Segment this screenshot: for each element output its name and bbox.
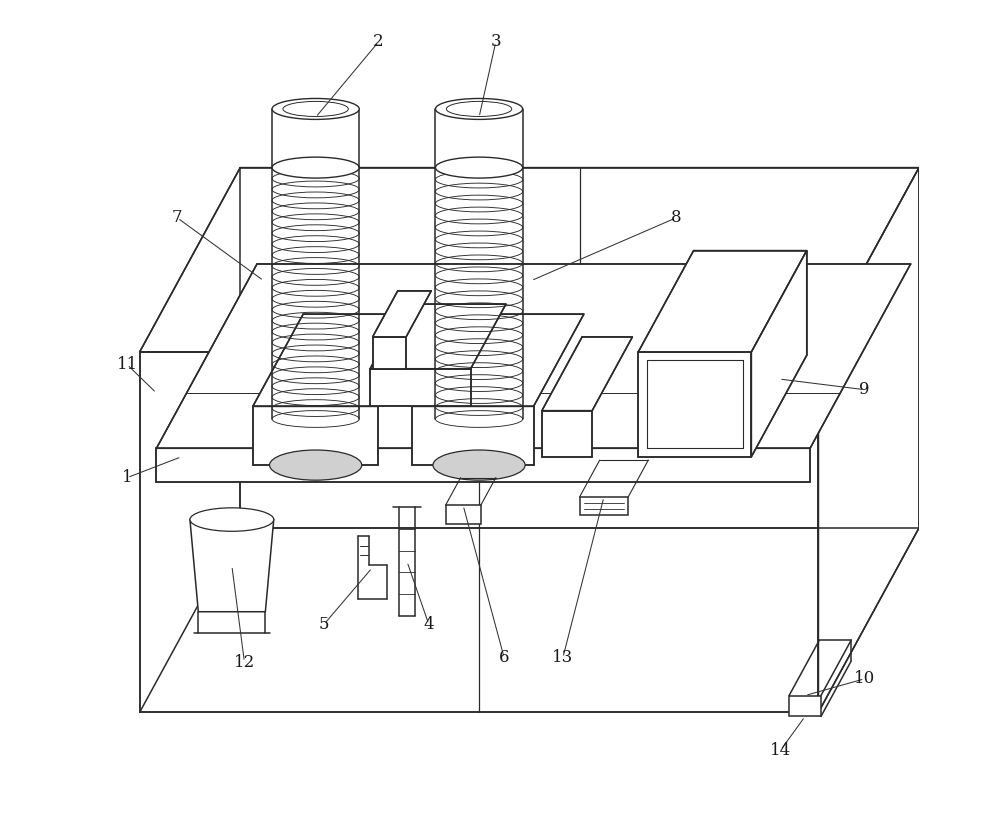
Text: 4: 4 [423, 616, 434, 633]
Polygon shape [412, 406, 534, 465]
Polygon shape [140, 168, 919, 352]
Ellipse shape [435, 98, 523, 119]
Polygon shape [253, 406, 378, 465]
Ellipse shape [435, 158, 523, 178]
Ellipse shape [433, 450, 525, 480]
Text: 7: 7 [172, 210, 183, 226]
Polygon shape [156, 264, 911, 448]
Polygon shape [818, 168, 919, 712]
Text: 12: 12 [234, 654, 255, 670]
Polygon shape [638, 251, 807, 352]
Text: 5: 5 [319, 616, 329, 633]
Text: 9: 9 [859, 381, 870, 398]
Polygon shape [789, 696, 821, 716]
Polygon shape [446, 505, 481, 524]
Ellipse shape [190, 508, 274, 531]
Polygon shape [638, 352, 751, 457]
Polygon shape [370, 304, 506, 369]
Polygon shape [190, 520, 274, 612]
Ellipse shape [270, 450, 362, 480]
Polygon shape [373, 291, 431, 337]
Polygon shape [412, 314, 584, 406]
Polygon shape [240, 168, 919, 528]
Polygon shape [373, 337, 406, 369]
Polygon shape [156, 448, 810, 482]
Text: 3: 3 [490, 34, 501, 50]
Text: 13: 13 [552, 649, 573, 666]
Text: 10: 10 [854, 670, 875, 687]
Polygon shape [542, 411, 592, 457]
Text: 11: 11 [116, 356, 138, 373]
Polygon shape [580, 497, 628, 515]
Text: 8: 8 [671, 210, 681, 226]
Ellipse shape [272, 158, 359, 178]
Text: 6: 6 [499, 649, 509, 666]
Polygon shape [751, 251, 807, 457]
Polygon shape [370, 369, 471, 406]
Text: 2: 2 [373, 34, 384, 50]
Text: 1: 1 [122, 469, 132, 486]
Polygon shape [542, 337, 632, 411]
Ellipse shape [272, 98, 359, 119]
Polygon shape [253, 314, 429, 406]
Text: 14: 14 [770, 742, 791, 758]
